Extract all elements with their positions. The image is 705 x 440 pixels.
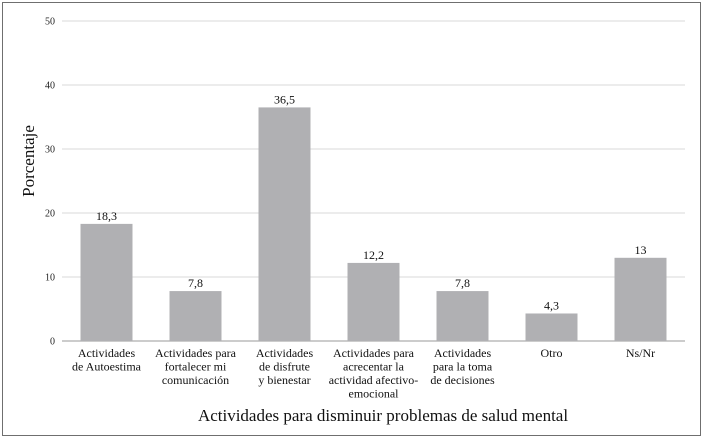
category-label: Otro [541,346,563,360]
bar [258,107,311,342]
bars [80,107,667,342]
y-tick-label: 10 [45,273,55,284]
data-label: 18,3 [96,209,117,223]
category-label: emocional [349,387,400,401]
x-axis-label: Actividades para disminuir problemas de … [198,406,568,425]
y-tick-label: 30 [45,145,55,156]
category-label: de Autoestima [72,360,142,374]
bar [614,257,667,341]
data-label: 4,3 [544,298,559,312]
y-tick-label: 0 [50,337,55,348]
gridlines [62,20,685,342]
data-label: 7,8 [188,276,203,290]
category-label: Actividades para [155,346,237,360]
category-label: de decisiones [430,373,495,387]
chart-frame [2,2,701,436]
y-axis-ticks: 0 10 20 30 40 50 [45,17,55,348]
bar [169,291,222,341]
category-label: fortalecer mi [165,360,227,374]
data-labels: 18,3 7,8 36,5 12,2 7,8 4,3 13 [96,92,647,312]
category-label: actividad afectivo- [329,373,419,387]
y-tick-label: 40 [45,81,55,92]
category-label: Actividades para [333,346,415,360]
category-label: y bienestar [258,373,310,387]
category-label: de disfrute [259,360,310,374]
data-label: 13 [635,243,647,257]
category-label: Actividades [256,346,314,360]
bar [347,262,400,341]
category-label: acrecentar la [343,360,405,374]
bar [525,313,578,341]
y-axis-label: Porcentaje [19,125,38,197]
data-label: 36,5 [274,92,295,106]
data-label: 12,2 [363,248,384,262]
bar [80,223,133,341]
category-label: para la toma [433,360,493,374]
category-label: Actividades [434,346,492,360]
bar [436,291,489,341]
y-tick-label: 20 [45,209,55,220]
category-label: Actividades [78,346,136,360]
y-tick-label: 50 [45,17,55,28]
category-label: comunicación [162,373,229,387]
data-label: 7,8 [455,276,470,290]
category-label: Ns/Nr [626,346,655,360]
